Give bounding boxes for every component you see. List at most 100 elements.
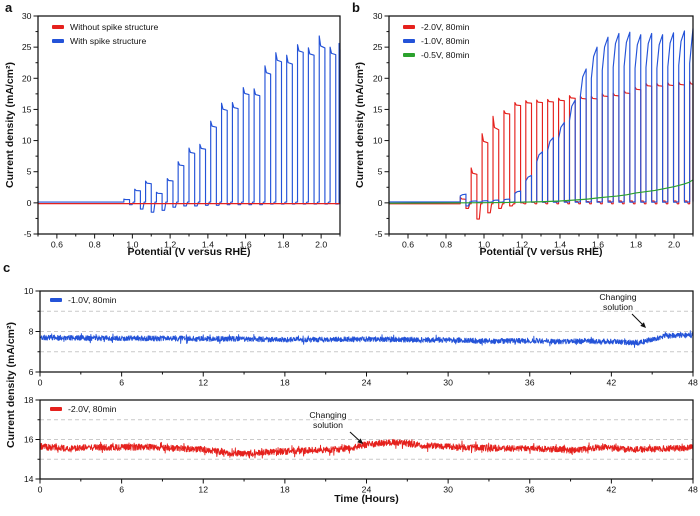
annotation-arrow (349, 431, 360, 441)
y-tick-label: 14 (24, 474, 34, 484)
y-tick-label: 30 (373, 11, 383, 21)
x-tick-label: 0.8 (440, 240, 452, 250)
x-tick-label: 42 (607, 485, 617, 495)
x-tick-label: 6 (119, 378, 124, 388)
legend-swatch-green (403, 53, 415, 57)
y-tick-label: -5 (375, 229, 383, 239)
x-tick-label: 1.4 (202, 240, 214, 250)
x-tick-label: 36 (525, 485, 535, 495)
legend-swatch-blue (52, 39, 64, 43)
chart-b: 0.6 0.8 1.0 1.2 1.4 1.6 1.8 2.0 -5 0 5 10 15 20 25 30 (373, 11, 694, 250)
x-tick-label: 2.0 (315, 240, 327, 250)
chart-a: 0.6 0.8 1.0 1.2 1.4 1.6 1.8 2.0 -5 0 5 10 15 20 25 30 (22, 11, 341, 250)
panel-b-legend: -2.0V, 80min -1.0V, 80min -0.5V, 80min (403, 20, 469, 62)
legend-item: -1.0V, 80min (50, 293, 116, 307)
y-tick-label: 15 (22, 104, 32, 114)
x-tick-label: 48 (688, 378, 698, 388)
chart-c_bottom: 0 6 12 18 24 30 36 42 48 14 16 18 (24, 395, 698, 495)
series--1.0V-80min (389, 27, 694, 207)
legend-label: -1.0V, 80min (421, 36, 470, 46)
legend-label: -0.5V, 80min (421, 50, 470, 60)
x-tick-label: 1.6 (240, 240, 252, 250)
legend-swatch-red (403, 25, 415, 29)
annotation-changing-solution-bottom: Changing solution (309, 410, 347, 430)
y-tick-label: 5 (27, 167, 32, 177)
series--0.5V-80min (388, 179, 694, 204)
legend-item: With spike structure (52, 34, 158, 48)
x-tick-label: 30 (443, 378, 453, 388)
series-With-spike-structure (38, 35, 341, 213)
panel-c-yaxis-title: Current density (mA/cm²) (5, 321, 17, 449)
series--1.0V-80min (39, 330, 694, 348)
panel-c-xaxis-title: Time (Hours) (334, 493, 399, 505)
panel-b-yaxis-title: Current density (mA/cm²) (354, 61, 366, 189)
y-tick-label: 30 (22, 11, 32, 21)
y-tick-label: -5 (24, 229, 32, 239)
y-tick-label: 10 (22, 136, 32, 146)
y-tick-label: 10 (373, 136, 383, 146)
y-tick-label: 16 (24, 435, 34, 445)
x-tick-label: 6 (119, 485, 124, 495)
legend-label: -2.0V, 80min (421, 22, 470, 32)
legend-label: With spike structure (70, 36, 147, 46)
panel-a-yaxis-title: Current density (mA/cm²) (4, 61, 16, 189)
x-tick-label: 18 (280, 378, 290, 388)
x-tick-label: 2.0 (668, 240, 680, 250)
y-tick-label: 20 (22, 73, 32, 83)
y-tick-label: 8 (29, 327, 34, 337)
legend-item: -1.0V, 80min (403, 34, 469, 48)
x-tick-label: 0.6 (51, 240, 63, 250)
panel-c-top-legend: -1.0V, 80min (50, 293, 116, 307)
x-tick-label: 24 (362, 485, 372, 495)
legend-swatch-red (50, 407, 62, 411)
y-tick-label: 20 (373, 73, 383, 83)
annotation-arrowhead (640, 322, 646, 328)
annotation-changing-solution-top: Changing solution (599, 292, 637, 312)
legend-item: -2.0V, 80min (50, 402, 116, 416)
x-tick-label: 1.8 (277, 240, 289, 250)
x-tick-label: 1.2 (164, 240, 176, 250)
x-tick-label: 12 (198, 485, 208, 495)
x-tick-label: 1.4 (554, 240, 566, 250)
panel-a-legend: Without spike structure With spike struc… (52, 20, 158, 48)
annotation-arrow (631, 313, 643, 325)
series--2.0V-80min (389, 80, 694, 220)
panel-b-label: b (352, 0, 360, 15)
annotation-arrowhead (357, 438, 363, 444)
x-tick-label: 0 (38, 485, 43, 495)
panel-a-xaxis-title: Potential (V versus RHE) (127, 246, 251, 258)
legend-label: -1.0V, 80min (68, 295, 117, 305)
y-tick-label: 5 (378, 167, 383, 177)
x-tick-label: 48 (688, 485, 698, 495)
x-tick-label: 1.0 (126, 240, 138, 250)
x-tick-label: 0 (38, 378, 43, 388)
y-tick-label: 18 (24, 395, 34, 405)
x-tick-label: 18 (280, 485, 290, 495)
y-tick-label: 15 (373, 104, 383, 114)
y-tick-label: 25 (22, 42, 32, 52)
y-tick-label: 25 (373, 42, 383, 52)
legend-label: Without spike structure (70, 22, 159, 32)
legend-swatch-red (52, 25, 64, 29)
legend-label: -2.0V, 80min (68, 404, 117, 414)
legend-item: Without spike structure (52, 20, 158, 34)
x-tick-label: 36 (525, 378, 535, 388)
x-tick-label: 1.8 (630, 240, 642, 250)
legend-item: -2.0V, 80min (403, 20, 469, 34)
x-tick-label: 0.8 (89, 240, 101, 250)
x-tick-label: 42 (607, 378, 617, 388)
x-tick-label: 30 (443, 485, 453, 495)
legend-swatch-blue (50, 298, 62, 302)
panel-a-label: a (5, 0, 13, 15)
y-tick-label: 6 (29, 367, 34, 377)
legend-swatch-blue (403, 39, 415, 43)
x-tick-label: 1.6 (592, 240, 604, 250)
panel-c-label: c (3, 260, 11, 275)
x-tick-label: 1.0 (478, 240, 490, 250)
y-tick-label: 10 (24, 286, 34, 296)
x-tick-label: 1.2 (516, 240, 528, 250)
x-tick-label: 24 (362, 378, 372, 388)
